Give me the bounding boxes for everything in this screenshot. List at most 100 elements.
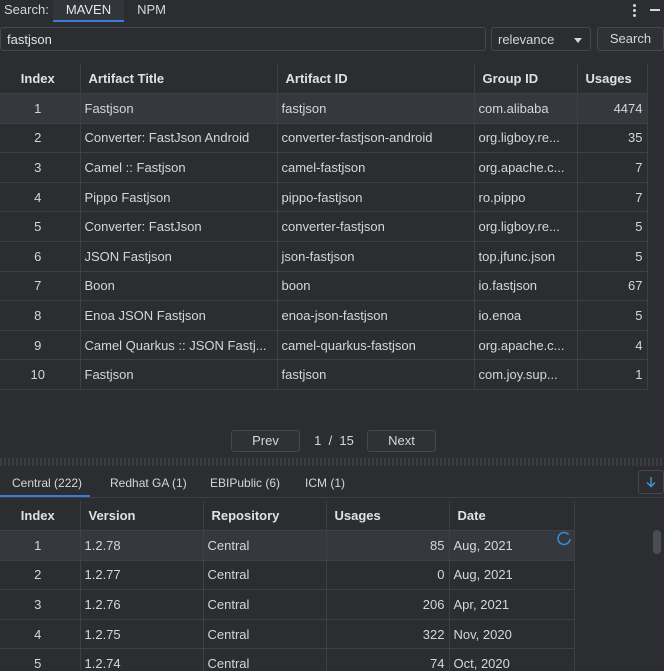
cell-version: 1.2.77 (79, 559, 204, 591)
cell-group-id: top.jfunc.json (473, 241, 578, 272)
table-row[interactable]: 9 Camel Quarkus :: JSON Fastj... camel-q… (0, 329, 648, 361)
cell-index: 7 (0, 270, 81, 302)
column-header-repository[interactable]: Repository (202, 501, 327, 532)
column-header-artifact-id[interactable]: Artifact ID (276, 64, 475, 95)
table-row[interactable]: 10 Fastjson fastjson com.joy.sup... 1 (0, 359, 648, 391)
cell-repository: Central (202, 589, 327, 620)
tab-npm[interactable]: NPM (137, 2, 166, 17)
dropdown-caret-icon (574, 38, 582, 43)
cell-date: Oct, 2020 (448, 648, 575, 671)
column-header-index[interactable]: Index (0, 501, 81, 532)
search-label: Search: (4, 2, 49, 17)
cell-group-id: io.fastjson (473, 270, 578, 302)
table-row[interactable]: 1 1.2.78 Central 85 Aug, 2021 (0, 530, 575, 561)
cell-group-id: com.alibaba (473, 93, 578, 124)
cell-usages: 1 (576, 359, 648, 391)
cell-index: 1 (0, 530, 81, 561)
tab-central[interactable]: Central (222) (0, 476, 91, 497)
cell-artifact-id: boon (276, 270, 475, 302)
window-controls (632, 0, 664, 20)
minimize-icon[interactable] (650, 9, 660, 11)
cell-artifact-title: JSON Fastjson (79, 241, 278, 272)
cell-version: 1.2.76 (79, 589, 204, 620)
table-row[interactable]: 3 1.2.76 Central 206 Apr, 2021 (0, 589, 575, 620)
cell-index: 9 (0, 329, 81, 361)
cell-artifact-title: Camel Quarkus :: JSON Fastj... (79, 329, 278, 361)
table-row[interactable]: 3 Camel :: Fastjson camel-fastjson org.a… (0, 152, 648, 183)
search-button[interactable]: Search (597, 27, 664, 51)
panel-splitter[interactable] (0, 458, 664, 466)
versions-table: Index Version Repository Usages Date 1 1… (0, 501, 575, 671)
tab-ebipublic[interactable]: EBIPublic (6) (210, 476, 281, 490)
repository-tabs: Central (222) Redhat GA (1) EBIPublic (6… (0, 470, 664, 498)
cell-repository: Central (202, 618, 327, 650)
column-header-version[interactable]: Version (79, 501, 204, 532)
cell-usages: 7 (576, 181, 648, 213)
results-header-row: Index Artifact Title Artifact ID Group I… (0, 64, 648, 95)
next-page-button[interactable]: Next (367, 430, 436, 452)
cell-artifact-id: json-fastjson (276, 241, 475, 272)
table-row[interactable]: 8 Enoa JSON Fastjson enoa-json-fastjson … (0, 300, 648, 331)
cell-version: 1.2.74 (79, 648, 204, 671)
table-row[interactable]: 4 1.2.75 Central 322 Nov, 2020 (0, 618, 575, 650)
column-header-usages[interactable]: Usages (576, 64, 648, 95)
cell-index: 2 (0, 122, 81, 154)
cell-usages: 35 (576, 122, 648, 154)
table-row[interactable]: 4 Pippo Fastjson pippo-fastjson ro.pippo… (0, 181, 648, 213)
tab-icm[interactable]: ICM (1) (305, 476, 345, 490)
cell-usages: 5 (576, 211, 648, 243)
sort-select[interactable]: relevance (491, 27, 591, 51)
cell-artifact-id: fastjson (276, 93, 475, 124)
cell-date: Aug, 2021 (448, 530, 575, 561)
cell-usages: 5 (576, 241, 648, 272)
table-row[interactable]: 5 Converter: FastJson converter-fastjson… (0, 211, 648, 243)
table-row[interactable]: 2 1.2.77 Central 0 Aug, 2021 (0, 559, 575, 591)
kebab-menu-icon[interactable] (632, 3, 636, 17)
cell-artifact-title: Camel :: Fastjson (79, 152, 278, 183)
prev-page-button[interactable]: Prev (231, 430, 300, 452)
cell-usages: 67 (576, 270, 648, 302)
versions-header-row: Index Version Repository Usages Date (0, 501, 575, 532)
tab-redhat-ga[interactable]: Redhat GA (1) (110, 476, 187, 490)
download-button[interactable] (638, 470, 664, 494)
table-row[interactable]: 2 Converter: FastJson Android converter-… (0, 122, 648, 154)
query-row: relevance Search (0, 27, 664, 51)
cell-artifact-id: camel-fastjson (276, 152, 475, 183)
cell-group-id: io.enoa (473, 300, 578, 331)
column-header-artifact-title[interactable]: Artifact Title (79, 64, 278, 95)
cell-group-id: org.apache.c... (473, 152, 578, 183)
cell-repository: Central (202, 530, 327, 561)
download-icon (646, 477, 656, 488)
sort-select-value: relevance (498, 32, 555, 47)
column-header-index[interactable]: Index (0, 64, 81, 95)
cell-artifact-title: Fastjson (79, 93, 278, 124)
cell-artifact-title: Enoa JSON Fastjson (79, 300, 278, 331)
page-indicator: 1 / 15 (314, 433, 354, 448)
column-header-group-id[interactable]: Group ID (473, 64, 578, 95)
cell-usages: 322 (325, 618, 450, 650)
cell-artifact-id: pippo-fastjson (276, 181, 475, 213)
cell-index: 3 (0, 152, 81, 183)
table-row[interactable]: 6 JSON Fastjson json-fastjson top.jfunc.… (0, 241, 648, 272)
scrollbar-thumb[interactable] (653, 530, 661, 554)
cell-date: Aug, 2021 (448, 559, 575, 591)
column-header-usages[interactable]: Usages (325, 501, 450, 532)
table-row[interactable]: 1 Fastjson fastjson com.alibaba 4474 (0, 93, 648, 124)
cell-artifact-title: Converter: FastJson Android (79, 122, 278, 154)
cell-date: Apr, 2021 (448, 589, 575, 620)
search-input[interactable] (0, 27, 486, 51)
cell-usages: 206 (325, 589, 450, 620)
cell-group-id: org.ligboy.re... (473, 211, 578, 243)
cell-artifact-title: Pippo Fastjson (79, 181, 278, 213)
tab-maven[interactable]: MAVEN (52, 0, 125, 22)
cell-repository: Central (202, 559, 327, 591)
column-header-date[interactable]: Date (448, 501, 575, 532)
cell-index: 4 (0, 181, 81, 213)
cell-version: 1.2.75 (79, 618, 204, 650)
cell-usages: 0 (325, 559, 450, 591)
loading-spinner-icon (557, 531, 571, 546)
cell-index: 5 (0, 648, 81, 671)
table-row[interactable]: 7 Boon boon io.fastjson 67 (0, 270, 648, 302)
table-row[interactable]: 5 1.2.74 Central 74 Oct, 2020 (0, 648, 575, 671)
cell-index: 1 (0, 93, 81, 124)
